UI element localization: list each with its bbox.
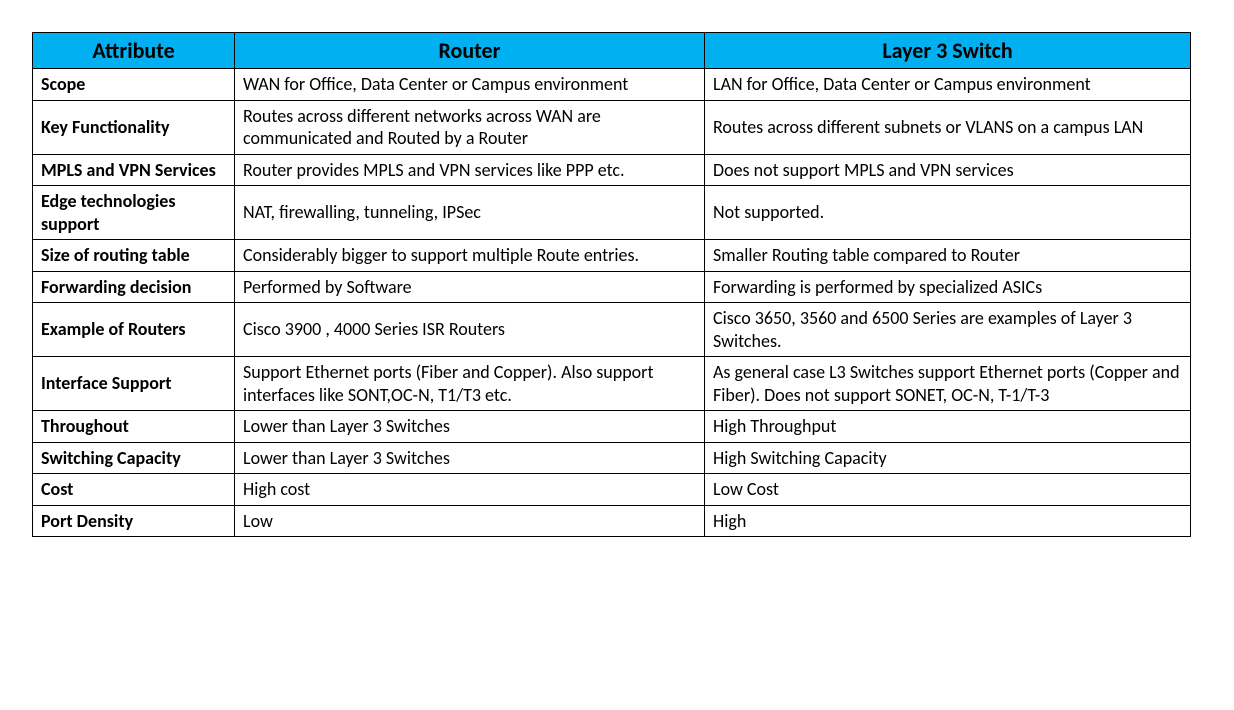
table-row: Key Functionality Routes across differen… (33, 100, 1191, 154)
cell-l3: Forwarding is performed by specialized A… (705, 271, 1191, 303)
cell-router: High cost (235, 474, 705, 506)
cell-attr: Port Density (33, 505, 235, 537)
table-row: Edge technologies support NAT, firewalli… (33, 186, 1191, 240)
cell-l3: LAN for Office, Data Center or Campus en… (705, 69, 1191, 101)
cell-l3: As general case L3 Switches support Ethe… (705, 357, 1191, 411)
table-header: Attribute Router Layer 3 Switch (33, 33, 1191, 69)
col-header-l3switch: Layer 3 Switch (705, 33, 1191, 69)
cell-attr: Edge technologies support (33, 186, 235, 240)
cell-attr: Example of Routers (33, 303, 235, 357)
cell-router: Lower than Layer 3 Switches (235, 442, 705, 474)
cell-attr: Interface Support (33, 357, 235, 411)
table-row: Throughout Lower than Layer 3 Switches H… (33, 411, 1191, 443)
cell-router: Low (235, 505, 705, 537)
cell-l3: High Switching Capacity (705, 442, 1191, 474)
cell-router: Routes across different networks across … (235, 100, 705, 154)
cell-attr: Forwarding decision (33, 271, 235, 303)
col-header-attribute: Attribute (33, 33, 235, 69)
table-row: Size of routing table Considerably bigge… (33, 240, 1191, 272)
table-row: MPLS and VPN Services Router provides MP… (33, 154, 1191, 186)
table-row: Scope WAN for Office, Data Center or Cam… (33, 69, 1191, 101)
cell-l3: Smaller Routing table compared to Router (705, 240, 1191, 272)
table-row: Port Density Low High (33, 505, 1191, 537)
cell-router: Cisco 3900 , 4000 Series ISR Routers (235, 303, 705, 357)
cell-attr: Switching Capacity (33, 442, 235, 474)
cell-l3: Not supported. (705, 186, 1191, 240)
cell-router: Performed by Software (235, 271, 705, 303)
cell-attr: Cost (33, 474, 235, 506)
cell-router: WAN for Office, Data Center or Campus en… (235, 69, 705, 101)
cell-l3: Routes across different subnets or VLANS… (705, 100, 1191, 154)
table-row: Interface Support Support Ethernet ports… (33, 357, 1191, 411)
cell-router: NAT, firewalling, tunneling, IPSec (235, 186, 705, 240)
cell-attr: MPLS and VPN Services (33, 154, 235, 186)
cell-attr: Size of routing table (33, 240, 235, 272)
cell-l3: Does not support MPLS and VPN services (705, 154, 1191, 186)
cell-l3: High (705, 505, 1191, 537)
cell-l3: Low Cost (705, 474, 1191, 506)
cell-attr: Throughout (33, 411, 235, 443)
cell-router: Lower than Layer 3 Switches (235, 411, 705, 443)
cell-attr: Scope (33, 69, 235, 101)
table-row: Forwarding decision Performed by Softwar… (33, 271, 1191, 303)
cell-attr: Key Functionality (33, 100, 235, 154)
table-row: Switching Capacity Lower than Layer 3 Sw… (33, 442, 1191, 474)
cell-l3: Cisco 3650, 3560 and 6500 Series are exa… (705, 303, 1191, 357)
table-row: Cost High cost Low Cost (33, 474, 1191, 506)
table-body: Scope WAN for Office, Data Center or Cam… (33, 69, 1191, 537)
cell-router: Considerably bigger to support multiple … (235, 240, 705, 272)
cell-router: Router provides MPLS and VPN services li… (235, 154, 705, 186)
cell-l3: High Throughput (705, 411, 1191, 443)
table-row: Example of Routers Cisco 3900 , 4000 Ser… (33, 303, 1191, 357)
cell-router: Support Ethernet ports (Fiber and Copper… (235, 357, 705, 411)
col-header-router: Router (235, 33, 705, 69)
comparison-table: Attribute Router Layer 3 Switch Scope WA… (32, 32, 1191, 537)
